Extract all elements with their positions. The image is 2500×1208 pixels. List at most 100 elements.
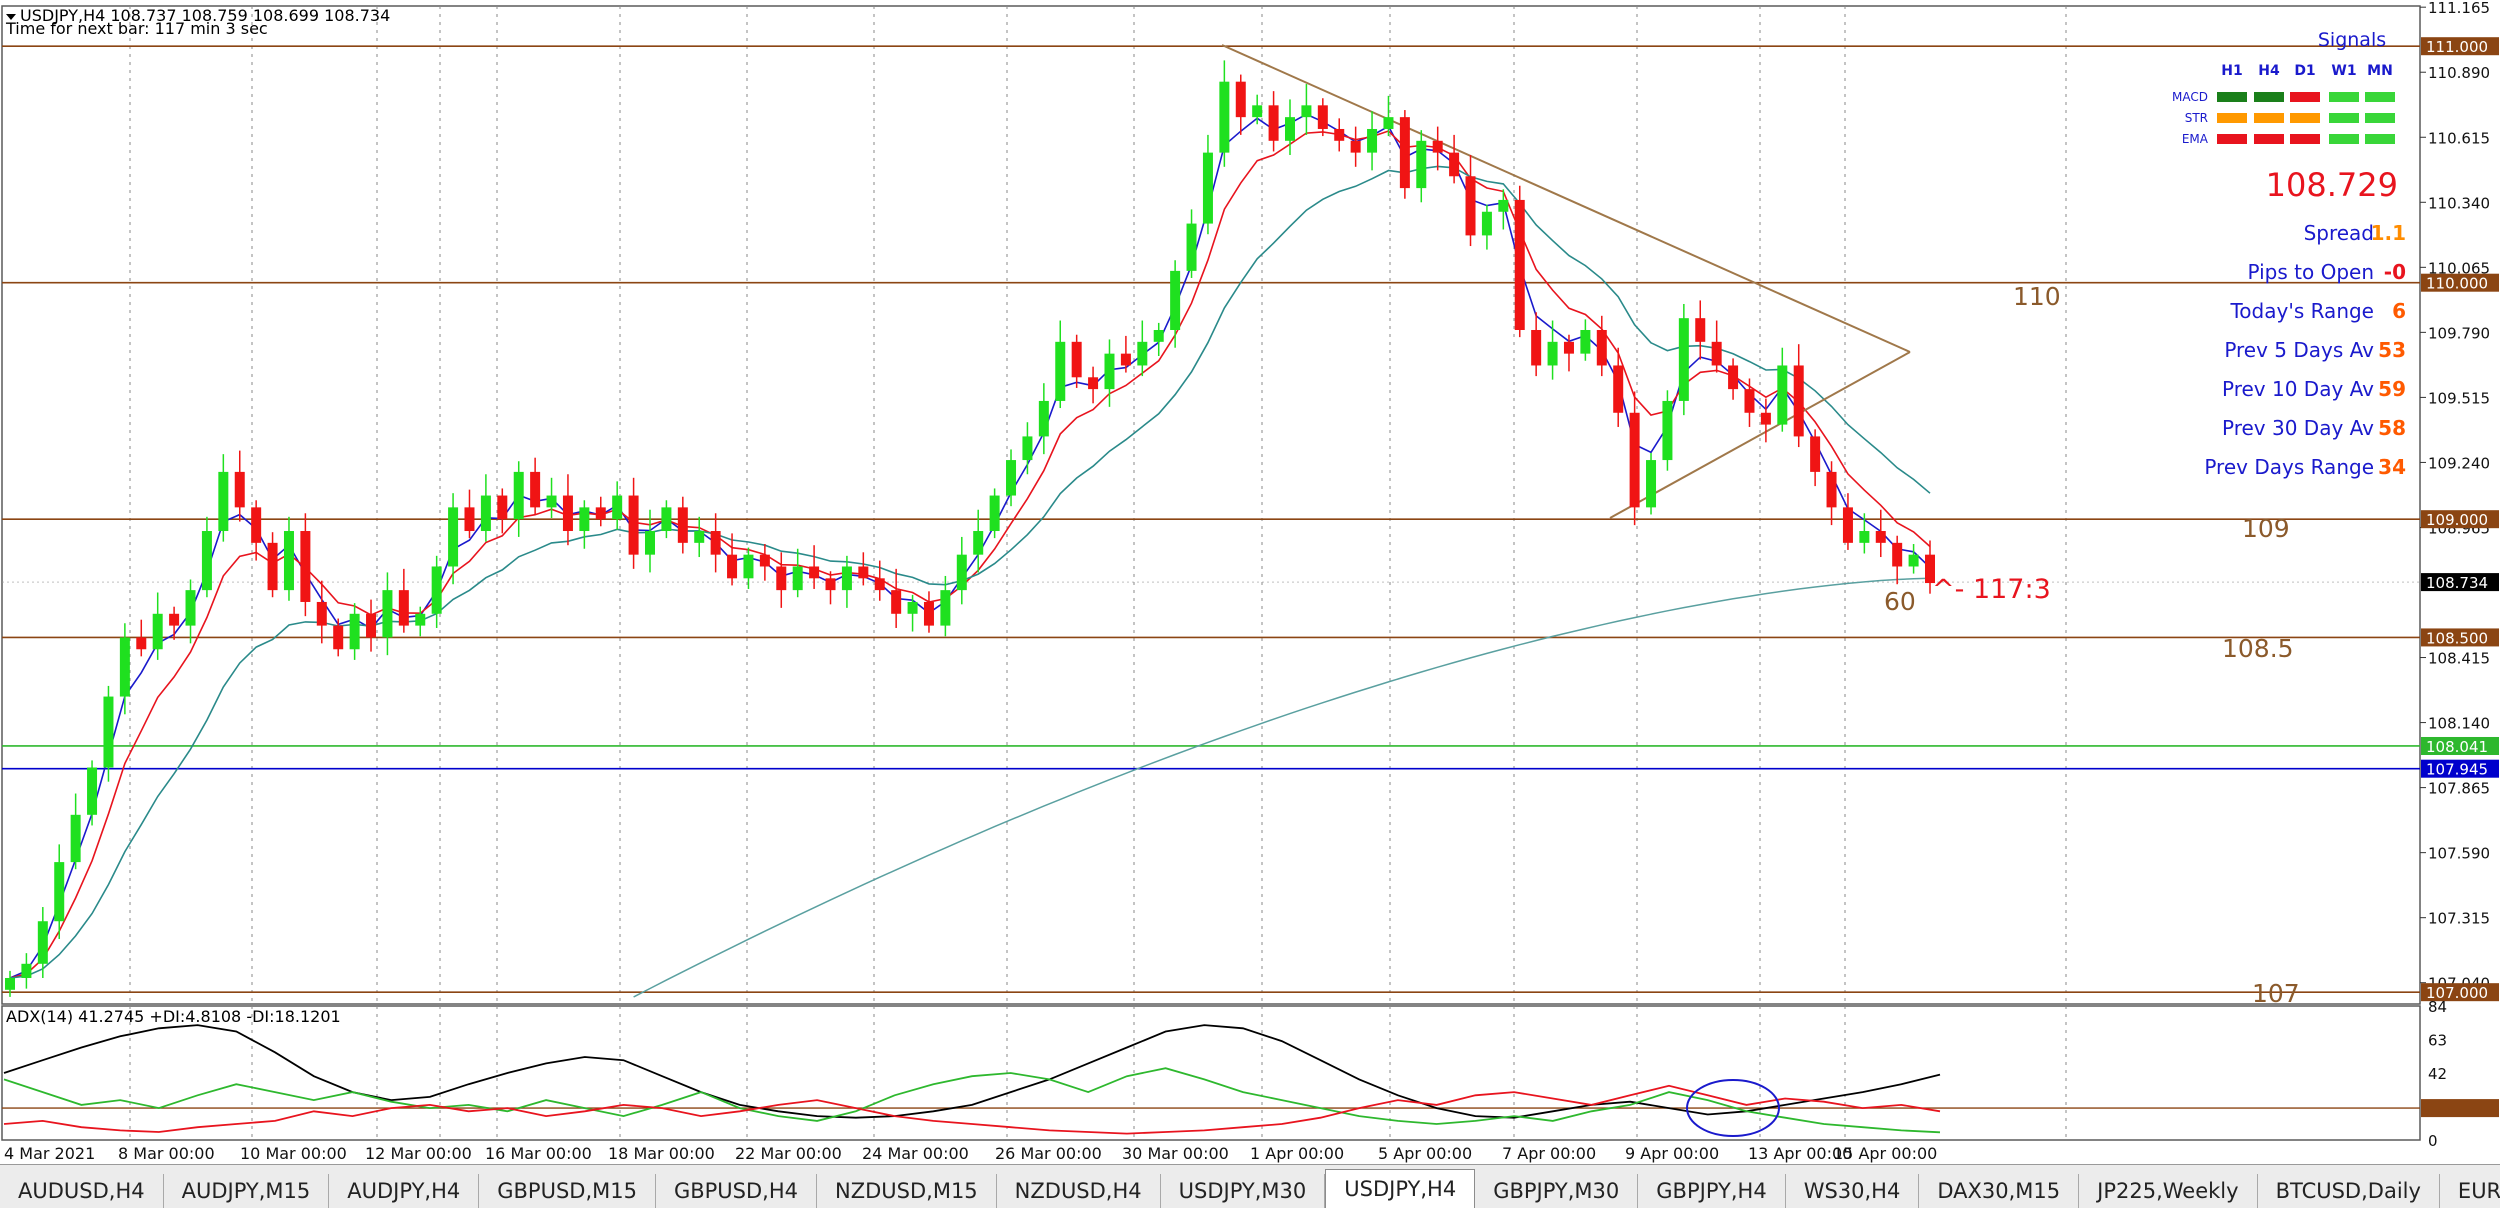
candle-body	[1547, 341, 1558, 366]
candle-body	[530, 471, 541, 508]
adx-series-plus-di	[3, 1067, 1941, 1134]
stat-label: Prev 30 Day Av	[2222, 416, 2374, 440]
signal-cell	[2329, 134, 2359, 144]
candle-body	[1104, 353, 1115, 390]
signals-title: Signals	[2318, 29, 2386, 51]
level-tag-label: 110.000	[2426, 275, 2488, 293]
candle-body	[1367, 128, 1378, 153]
candle-body	[1334, 128, 1345, 141]
chart-tab[interactable]: WS30,H4	[1786, 1174, 1920, 1208]
triangle-upper-trendline	[1221, 44, 1911, 353]
time-tick-label: 15 Apr 00:00	[1833, 1144, 1937, 1163]
ema-fast-line	[9, 113, 1931, 979]
candle-body	[1186, 223, 1197, 271]
candle-body	[1531, 329, 1542, 366]
chart-tab[interactable]: GBPJPY,H4	[1638, 1174, 1786, 1208]
price-tick-label: 109.515	[2428, 389, 2490, 407]
candle-body	[464, 507, 475, 532]
signal-cell	[2217, 92, 2247, 102]
chart-tab[interactable]: USDJPY,H4	[1325, 1169, 1476, 1208]
candle-body	[1711, 341, 1722, 366]
chart-tab[interactable]: JP225,Weekly	[2079, 1174, 2258, 1208]
main-chart-frame	[1, 5, 2421, 1005]
candle-body	[283, 531, 294, 591]
candle-body	[1202, 152, 1213, 224]
candle-body	[1055, 341, 1066, 401]
price-tick-label: 109.790	[2428, 324, 2490, 342]
ema-slow-line	[9, 165, 1931, 979]
candle-body	[152, 613, 163, 650]
candle-body	[136, 637, 147, 650]
chart-tab[interactable]: GBPUSD,H4	[656, 1174, 818, 1208]
chart-header: USDJPY,H4 108.737 108.759 108.699 108.73…	[20, 6, 390, 25]
candle-body	[349, 613, 360, 650]
moving-averages	[9, 113, 1931, 998]
long-ma-line	[633, 577, 1931, 998]
signal-timeframe: H1	[2221, 63, 2242, 79]
time-tick-label: 26 Mar 00:00	[995, 1144, 1102, 1163]
candle-body	[1793, 365, 1804, 437]
candle-body	[825, 578, 836, 591]
adx-series	[2, 1024, 2420, 1135]
chart-tab[interactable]: GBPUSD,M15	[479, 1174, 656, 1208]
candle-body	[251, 507, 262, 543]
level-label-108-5: 108.5	[2222, 634, 2294, 663]
horizontal-levels	[2, 45, 2420, 993]
price-tick-label: 110.890	[2428, 64, 2490, 82]
signal-row-label: EMA	[2182, 132, 2209, 146]
level-tag	[2421, 736, 2499, 755]
candle-body	[841, 566, 852, 591]
candle-body	[858, 566, 869, 579]
current-price-tag	[2421, 573, 2499, 592]
bar-timer: Time for next bar: 117 min 3 sec	[5, 19, 268, 38]
candle-body	[1744, 389, 1755, 413]
candle-body	[431, 566, 442, 614]
stat-label: Pips to Open	[2247, 260, 2374, 284]
level-tag-label: 109.000	[2426, 511, 2488, 529]
time-tick-label: 16 Mar 00:00	[485, 1144, 592, 1163]
chart-tab[interactable]: BTCUSD,Daily	[2258, 1174, 2440, 1208]
chart-tab[interactable]: AUDUSD,H4	[0, 1174, 164, 1208]
signal-cell	[2217, 134, 2247, 144]
candle-body	[366, 613, 377, 638]
candle-body	[1563, 341, 1574, 354]
adx-axis: 84634220.00000	[2421, 998, 2499, 1150]
adx-series-adx	[3, 1024, 1941, 1119]
chart-tab[interactable]: NZDUSD,H4	[997, 1174, 1161, 1208]
adx-header: ADX(14) 41.2745 +DI:4.8108 -DI:18.1201	[6, 1007, 341, 1026]
candle-body	[1662, 400, 1673, 461]
candle-body	[776, 566, 787, 591]
chart-tab[interactable]: USDJPY,M30	[1161, 1174, 1326, 1208]
candle-body	[415, 613, 426, 626]
candle-body	[1892, 542, 1903, 567]
candle-body	[956, 554, 967, 591]
menu-triangle-icon[interactable]	[6, 14, 16, 20]
adx-tick-label: 63	[2428, 1032, 2447, 1050]
candle-body	[70, 814, 81, 863]
candle-body	[480, 495, 491, 532]
candle-body	[497, 495, 508, 520]
price-tick-label: 110.615	[2428, 129, 2490, 147]
signal-row-label: STR	[2185, 111, 2208, 125]
price-tick-label: 110.340	[2428, 194, 2490, 212]
candle-body	[21, 963, 32, 978]
candle-body	[1596, 329, 1607, 366]
price-tick-label: 108.140	[2428, 715, 2490, 733]
chart-tab[interactable]: DAX30,M15	[1919, 1174, 2080, 1208]
candle-body	[1235, 81, 1246, 118]
candle-body	[119, 637, 130, 697]
chart-tab[interactable]: NZDUSD,M15	[817, 1174, 997, 1208]
chart-area[interactable]: 111.165 110.890 110.615 110.340 110.065 109.7…	[0, 0, 2500, 1164]
time-axis: 4 Mar 2021 8 Mar 00:00 10 Mar 00:00 12 Mar …	[4, 1144, 1937, 1163]
chart-tab[interactable]: AUDJPY,M15	[164, 1174, 330, 1208]
chart-tab[interactable]: GBPJPY,M30	[1475, 1174, 1639, 1208]
candle-body	[1022, 436, 1033, 461]
bar-countdown: ^- 117:3	[1932, 574, 2051, 605]
signals-price: 108.729	[2266, 166, 2398, 204]
chart-tab[interactable]: EURUSD,H4	[2440, 1174, 2500, 1208]
candle-body	[1810, 436, 1821, 472]
candle-body	[1088, 377, 1099, 390]
time-tick-label: 7 Apr 00:00	[1502, 1144, 1596, 1163]
chart-tab[interactable]: AUDJPY,H4	[329, 1174, 480, 1208]
time-tick-label: 13 Apr 00:00	[1748, 1144, 1852, 1163]
